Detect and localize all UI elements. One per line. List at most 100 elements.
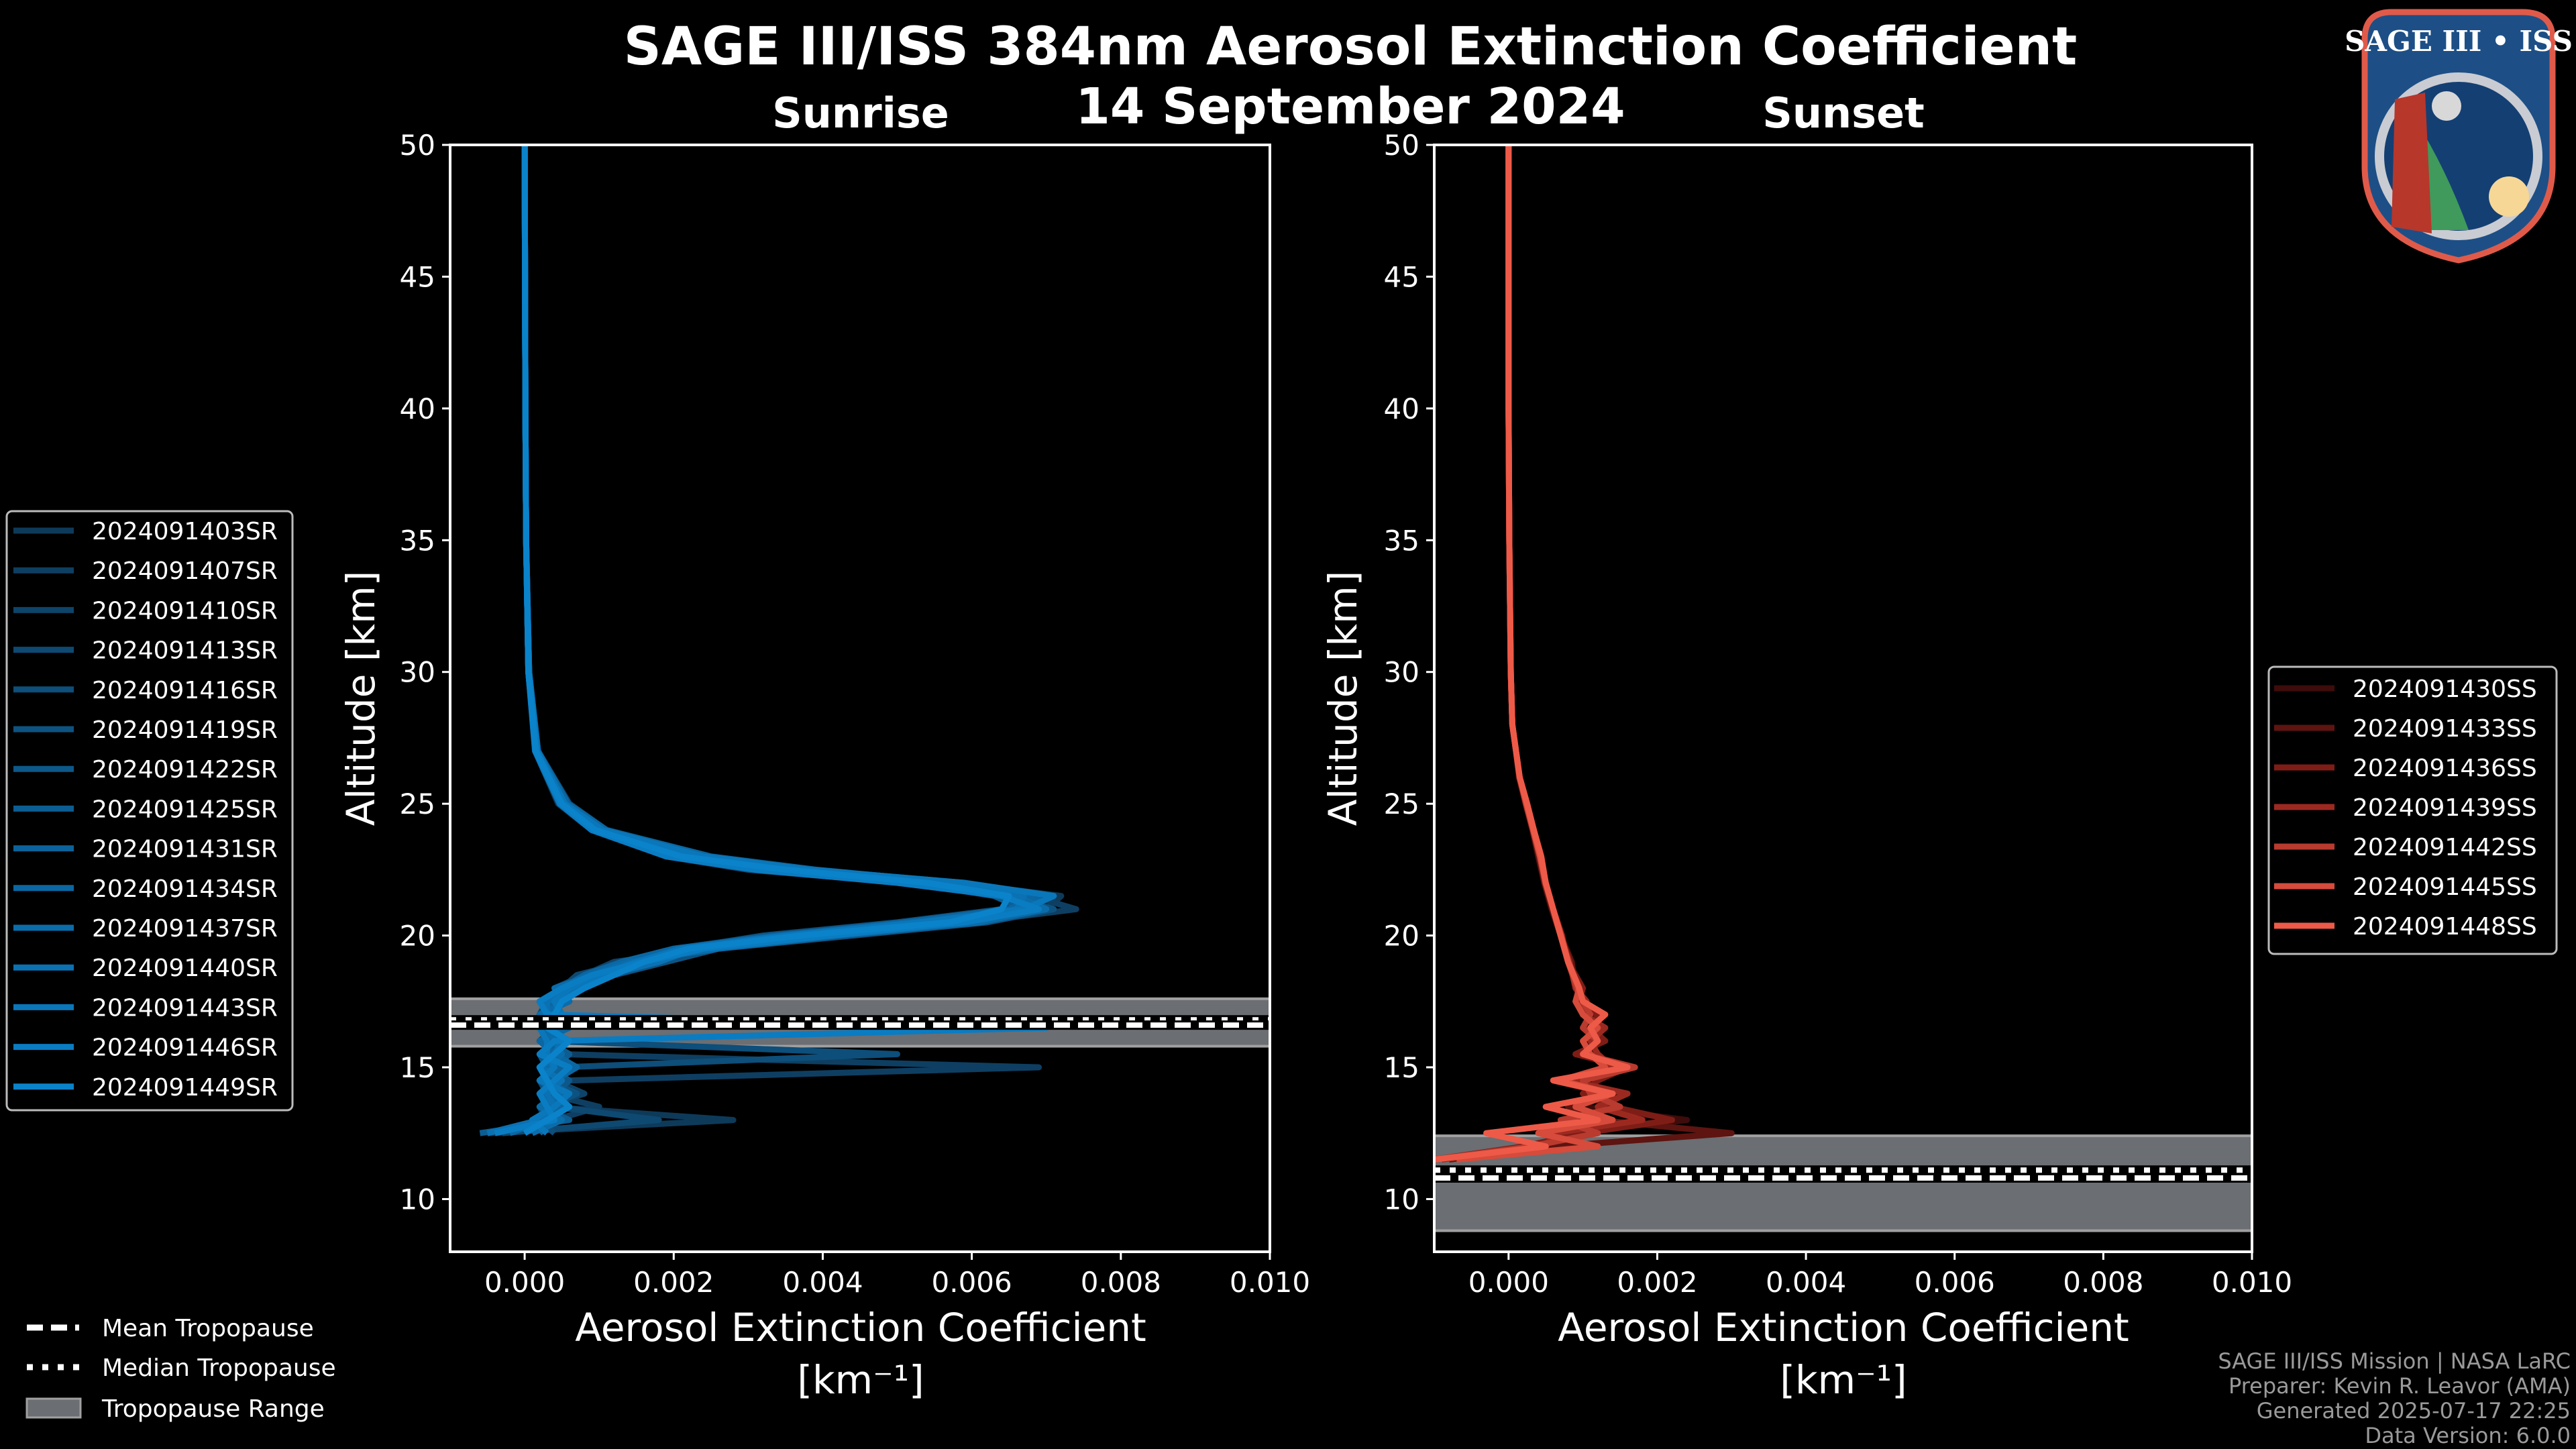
y-tick-label: 30 [400,656,435,689]
legend-item: 2024091443SR [13,994,278,1022]
y-tick-label: 15 [1384,1051,1419,1084]
legend-label: 2024091430SS [2353,676,2537,703]
y-tick-label: 40 [1384,392,1419,425]
x-tick-label: 0.010 [2212,1266,2292,1299]
legend-item: 2024091431SR [13,836,278,863]
y-tick-label: 50 [1384,129,1419,162]
legend-item: 2024091425SR [13,796,278,823]
y-tick-label: 45 [400,260,435,293]
legend-label: 2024091433SS [2353,715,2537,743]
footer-credits: SAGE III/ISS Mission | NASA LaRC Prepare… [2218,1348,2571,1448]
y-tick-label: 35 [400,524,435,557]
logo-text: SAGE III • ISS [2345,25,2573,58]
mean-tropopause-label: Mean Tropopause [102,1315,314,1342]
legend-item: 2024091433SS [2274,715,2537,743]
x-tick-label: 0.010 [1230,1266,1310,1299]
legend-item: 2024091407SR [13,557,278,585]
sunrise-ylabel: Altitude [km] [338,571,384,826]
y-tick-label: 45 [1384,260,1419,293]
x-tick-label: 0.002 [633,1266,714,1299]
plot-area [1434,145,2252,1252]
legend-item: 2024091440SR [13,955,278,982]
y-tick-label: 25 [400,788,435,820]
legend-item: 2024091413SR [13,637,278,665]
legend-label: 2024091434SR [92,875,278,903]
x-tick-label: 0.006 [1915,1266,1995,1299]
legend-label: 2024091407SR [92,557,278,585]
x-tick-label: 0.000 [484,1266,565,1299]
tropopause-range-swatch [25,1397,82,1419]
legend-item: 2024091430SS [2274,676,2537,703]
x-tick-label: 0.004 [782,1266,863,1299]
y-tick-label: 15 [400,1051,435,1084]
legend-item: 2024091419SR [13,716,278,744]
legend-item: 2024091445SS [2274,873,2537,901]
legend-label: 2024091442SS [2353,834,2537,861]
footer-mission: SAGE III/ISS Mission | NASA LaRC [2218,1348,2571,1374]
legend-label: 2024091449SR [92,1074,278,1102]
y-tick-label: 20 [400,920,435,953]
legend-item: 2024091416SR [13,677,278,704]
legend-item: 2024091422SR [13,756,278,784]
sunset-ylabel: Altitude [km] [1320,571,1366,826]
legend-label: 2024091422SR [92,756,278,784]
y-tick-label: 40 [400,392,435,425]
axes-frame [449,144,1271,1253]
profile-line-2024091449SR [521,145,1012,1136]
legend-label: 2024091446SR [92,1034,278,1062]
legend-label: 2024091443SR [92,994,278,1022]
legend-item: 2024091434SR [13,875,278,903]
legend-item: 2024091436SS [2274,755,2537,782]
sunset-plot: 10 15 20 25 30 35 40 45 50 0.000 0.002 0.004 0.006 0.… [1384,129,2293,1299]
sage-iii-iss-mission-logo: SAGE III • ISS [2345,9,2573,264]
legend-label: 2024091445SS [2353,873,2537,901]
x-tick-label: 0.004 [1766,1266,1846,1299]
y-tick-label: 25 [1384,788,1419,820]
legend-label: 2024091419SR [92,716,278,744]
sunrise-xlabel: Aerosol Extinction Coefficient [575,1305,1146,1350]
sunset-xlabel: Aerosol Extinction Coefficient [1558,1305,2129,1350]
y-tick-label: 20 [1384,920,1419,953]
profile-line-2024091448SS [1434,145,1631,1163]
legend-label: 2024091425SR [92,796,278,823]
y-tick-label: 30 [1384,656,1419,689]
legend-label: 2024091431SR [92,836,278,863]
legend-label: 2024091448SS [2353,913,2537,941]
tropopause-legend: Mean Tropopause Median Tropopause Tropop… [25,1315,336,1423]
figure-title: SAGE III/ISS 384nm Aerosol Extinction Co… [624,17,2078,77]
x-tick-label: 0.002 [1617,1266,1697,1299]
y-tick-label: 50 [400,129,435,162]
y-tick-label: 10 [400,1183,435,1216]
sunset-legend: 2024091430SS 2024091433SS 2024091436SS 2024… [2267,665,2558,955]
sunset-xunit: [km⁻¹] [1780,1357,1907,1403]
legend-item: 2024091410SR [13,597,278,625]
median-tropopause-label: Median Tropopause [102,1354,336,1382]
legend-label: 2024091403SR [92,518,278,545]
x-tick-label: 0.000 [1468,1266,1549,1299]
legend-label: 2024091413SR [92,637,278,665]
legend-item: 2024091403SR [13,518,278,545]
legend-label: 2024091440SR [92,955,278,982]
legend-label: 2024091436SS [2353,755,2537,782]
footer-generated: Generated 2025-07-17 22:25 [2257,1398,2571,1424]
x-tick-label: 0.006 [932,1266,1012,1299]
footer-preparer: Preparer: Kevin R. Leavor (AMA) [2229,1373,2571,1399]
legend-item: 2024091449SR [13,1074,278,1102]
footer-version: Data Version: 6.0.0 [2365,1423,2571,1448]
axes-frame [1433,144,2253,1253]
sunset-title: Sunset [1762,89,1925,138]
legend-label: 2024091439SS [2353,794,2537,822]
y-tick-label: 35 [1384,524,1419,557]
legend-label: 2024091416SR [92,677,278,704]
legend-label: 2024091410SR [92,597,278,625]
legend-item: 2024091448SS [2274,913,2537,941]
figure-date: 14 September 2024 [1075,78,1625,136]
tropopause-range-label: Tropopause Range [101,1395,325,1423]
sunrise-xunit: [km⁻¹] [797,1357,924,1403]
sunrise-plot: 10 15 20 25 30 35 40 45 50 0.000 0.002 0.004 0.006 0.… [400,129,1311,1299]
legend-label: 2024091437SR [92,915,278,943]
legend-item: 2024091442SS [2274,834,2537,861]
x-tick-label: 0.008 [1081,1266,1161,1299]
sunrise-legend: 2024091403SR 2024091407SR 2024091410SR 2024… [5,510,294,1112]
